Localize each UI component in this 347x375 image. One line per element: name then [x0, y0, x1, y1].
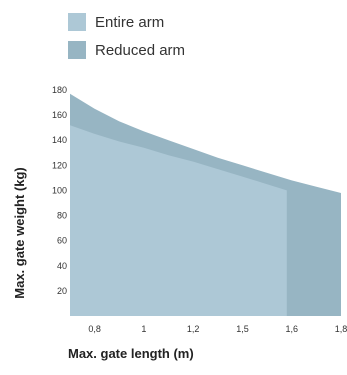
- x-tick-label: 1,8: [335, 324, 347, 334]
- chart-legend: Entire arm Reduced arm: [68, 12, 185, 68]
- x-axis-ticks: 0,8 1 1,2 1,5 1,6 1,8: [88, 324, 347, 334]
- legend-label-reduced-arm: Reduced arm: [95, 41, 186, 59]
- y-tick-label: 180: [52, 85, 67, 95]
- y-tick-label: 20: [57, 286, 67, 296]
- legend-label-entire-arm: Entire arm: [95, 13, 165, 31]
- legend-swatch-reduced-arm: [68, 41, 86, 59]
- y-tick-label: 100: [52, 185, 67, 195]
- area-entire-arm: [70, 125, 287, 316]
- y-tick-label: 120: [52, 160, 67, 170]
- legend-item-entire-arm: Entire arm: [68, 12, 185, 32]
- x-tick-label: 1,5: [236, 324, 249, 334]
- y-tick-label: 60: [57, 236, 67, 246]
- x-tick-label: 1,6: [285, 324, 298, 334]
- y-tick-label: 140: [52, 135, 67, 145]
- y-tick-label: 40: [57, 261, 67, 271]
- x-tick-label: 0,8: [88, 324, 101, 334]
- legend-item-reduced-arm: Reduced arm: [68, 40, 185, 60]
- y-tick-label: 160: [52, 110, 67, 120]
- legend-swatch-entire-arm: [68, 13, 86, 31]
- x-tick-label: 1: [141, 324, 146, 334]
- chart-areas: [70, 93, 341, 316]
- y-tick-label: 80: [57, 211, 67, 221]
- y-axis-ticks: 20 40 60 80 100 120 140 160 180: [52, 85, 67, 296]
- x-tick-label: 1,2: [187, 324, 200, 334]
- x-axis-title: Max. gate length (m): [68, 346, 194, 361]
- y-axis-title: Max. gate weight (kg): [12, 167, 27, 298]
